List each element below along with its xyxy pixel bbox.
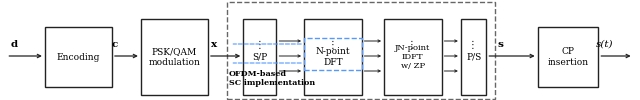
Text: P/S: P/S bbox=[466, 52, 481, 62]
Bar bbox=[227, 2, 495, 99]
Bar bbox=[461, 19, 486, 95]
Text: c: c bbox=[112, 40, 118, 49]
Text: ⋮: ⋮ bbox=[255, 40, 265, 50]
Text: s(t): s(t) bbox=[596, 40, 614, 49]
Bar bbox=[141, 19, 208, 95]
Bar bbox=[45, 27, 112, 87]
Text: N-point
DFT: N-point DFT bbox=[316, 47, 350, 67]
Bar bbox=[538, 27, 598, 87]
Bar bbox=[304, 19, 362, 95]
Text: ⋮: ⋮ bbox=[406, 40, 417, 50]
Text: JN-point
IDFT
w/ ZP: JN-point IDFT w/ ZP bbox=[395, 44, 431, 70]
Bar bbox=[243, 19, 276, 95]
Text: ⋮: ⋮ bbox=[327, 40, 337, 50]
Text: Encoding: Encoding bbox=[57, 52, 100, 62]
Text: PSK/QAM
modulation: PSK/QAM modulation bbox=[148, 47, 200, 67]
Text: s: s bbox=[497, 40, 504, 49]
Text: CP
insertion: CP insertion bbox=[547, 47, 589, 67]
Text: d: d bbox=[10, 40, 18, 49]
Text: ⋮: ⋮ bbox=[468, 40, 478, 50]
Bar bbox=[304, 38, 362, 70]
Text: x: x bbox=[211, 40, 217, 49]
Text: S/P: S/P bbox=[252, 52, 268, 62]
Bar bbox=[384, 19, 442, 95]
Text: OFDM-based
SC implementation: OFDM-based SC implementation bbox=[229, 70, 316, 87]
